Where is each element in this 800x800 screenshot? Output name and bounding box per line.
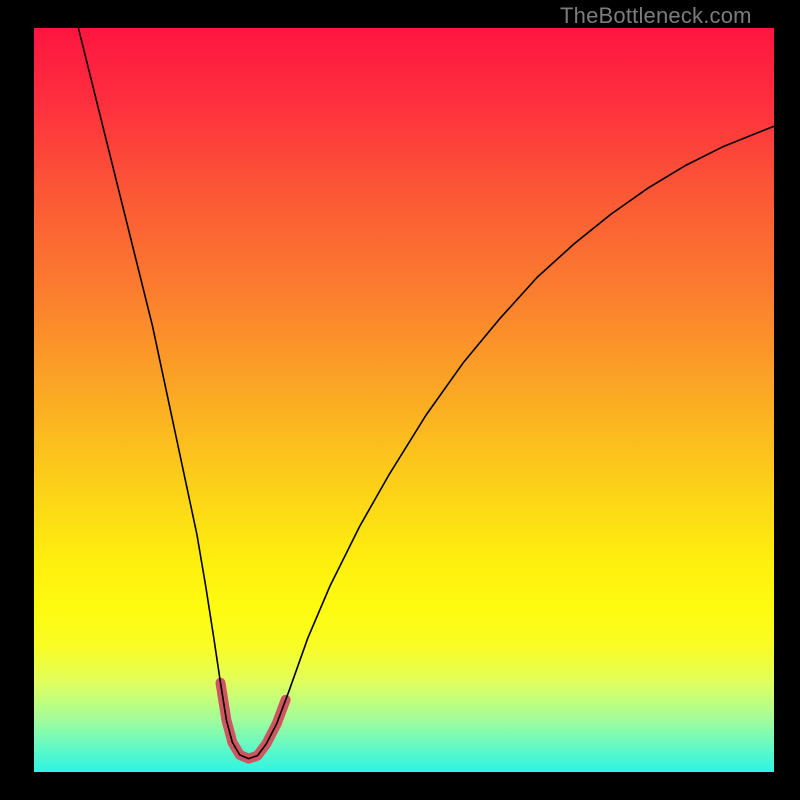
chart-plot-area xyxy=(34,28,774,772)
chart-background xyxy=(34,28,774,772)
bottleneck-curve-chart xyxy=(34,28,774,772)
watermark-text: TheBottleneck.com xyxy=(560,3,752,29)
